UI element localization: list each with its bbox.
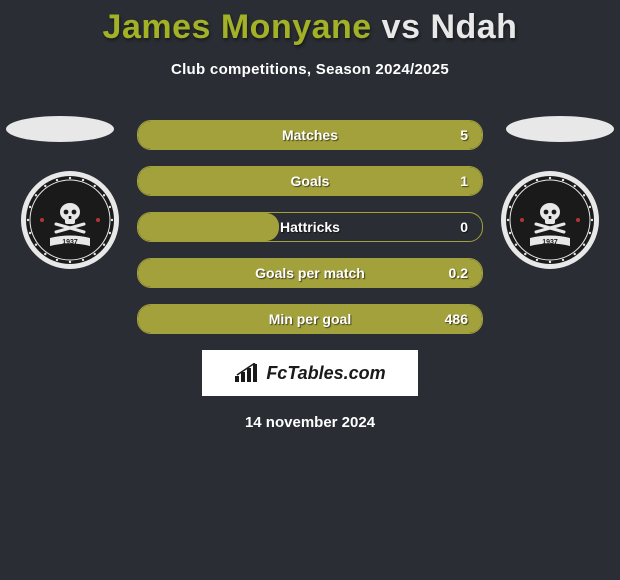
player2-name: Ndah	[430, 8, 517, 46]
stat-label: Matches	[138, 121, 482, 149]
subtitle: Club competitions, Season 2024/2025	[0, 61, 620, 78]
stat-value: 5	[460, 121, 468, 149]
player2-club-crest: 1937	[500, 170, 600, 270]
stat-row: Matches5	[137, 120, 483, 150]
stat-value: 0.2	[449, 259, 468, 287]
source-logo: FcTables.com	[202, 350, 418, 396]
bars-icon	[234, 363, 262, 383]
stat-value: 0	[460, 213, 468, 241]
player1-club-crest: 1937	[20, 170, 120, 270]
stat-row: Hattricks0	[137, 212, 483, 242]
comparison-title: James Monyane vs Ndah	[0, 0, 620, 47]
content-area: 1937 1937 Matches5 Goals1 Hattricks0 Goals …	[0, 120, 620, 431]
stat-row: Min per goal486	[137, 304, 483, 334]
player1-avatar-placeholder	[6, 116, 114, 142]
snapshot-date: 14 november 2024	[0, 414, 620, 431]
player1-name: James Monyane	[103, 8, 372, 46]
player2-avatar-placeholder	[506, 116, 614, 142]
stat-row: Goals per match0.2	[137, 258, 483, 288]
source-logo-text: FcTables.com	[266, 363, 385, 384]
stat-label: Goals per match	[138, 259, 482, 287]
stat-value: 1	[460, 167, 468, 195]
stats-container: Matches5Goals1Hattricks0Goals per match0…	[137, 120, 483, 334]
stat-label: Hattricks	[138, 213, 482, 241]
stat-label: Min per goal	[138, 305, 482, 333]
svg-text:1937: 1937	[542, 239, 558, 246]
stat-row: Goals1	[137, 166, 483, 196]
svg-text:1937: 1937	[62, 239, 78, 246]
vs-separator: vs	[382, 8, 421, 46]
stat-value: 486	[445, 305, 468, 333]
stat-label: Goals	[138, 167, 482, 195]
